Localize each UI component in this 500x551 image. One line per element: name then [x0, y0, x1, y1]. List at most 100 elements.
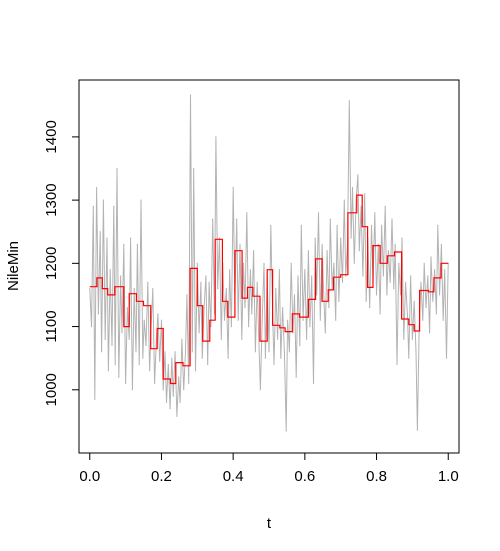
raw-point — [316, 294, 318, 296]
raw-point — [167, 363, 169, 366]
x-tick-label: 0.0 — [79, 468, 100, 485]
raw-point — [331, 288, 333, 290]
raw-point — [377, 243, 379, 245]
raw-point — [174, 351, 176, 353]
raw-point — [225, 288, 227, 290]
raw-point — [335, 319, 337, 321]
raw-point — [287, 319, 289, 321]
raw-point — [96, 186, 98, 189]
raw-point — [341, 281, 344, 283]
raw-point — [415, 351, 417, 353]
raw-point — [254, 351, 256, 353]
raw-point — [434, 269, 436, 271]
raw-point — [322, 288, 325, 290]
raw-point — [253, 250, 255, 252]
raw-point — [147, 281, 149, 283]
raw-point — [326, 250, 328, 252]
raw-point — [169, 408, 171, 410]
raw-point — [370, 224, 373, 226]
raw-point — [215, 136, 217, 138]
raw-point — [328, 307, 330, 309]
raw-point — [205, 275, 207, 277]
raw-point — [420, 281, 422, 283]
raw-point — [440, 243, 442, 245]
raw-point — [251, 313, 253, 315]
raw-point — [403, 338, 405, 340]
raw-point — [278, 269, 280, 271]
raw-point — [89, 288, 91, 290]
raw-point — [164, 351, 166, 353]
raw-point — [97, 313, 99, 315]
raw-point — [304, 269, 306, 271]
x-axis-title: t — [267, 515, 272, 532]
raw-point — [394, 243, 396, 245]
raw-point — [382, 275, 384, 277]
raw-point — [179, 401, 181, 403]
raw-point — [270, 224, 272, 226]
raw-point — [200, 281, 202, 283]
raw-point — [351, 186, 354, 189]
raw-point — [333, 262, 335, 264]
raw-point — [188, 382, 190, 385]
raw-point — [275, 288, 277, 290]
raw-point — [218, 237, 221, 239]
raw-point — [345, 275, 347, 277]
raw-point — [99, 231, 101, 233]
raw-point — [299, 344, 301, 347]
raw-point — [422, 319, 424, 321]
raw-point — [201, 357, 203, 359]
raw-point — [329, 218, 331, 220]
raw-point — [241, 338, 243, 340]
raw-point — [207, 363, 209, 366]
raw-point — [439, 294, 441, 296]
raw-point — [203, 307, 205, 309]
raw-point — [273, 363, 275, 366]
raw-point — [237, 319, 239, 321]
raw-point — [292, 332, 294, 334]
raw-point — [444, 269, 446, 271]
raw-point — [302, 319, 304, 321]
raw-point — [442, 319, 444, 321]
raw-point — [324, 332, 326, 334]
raw-point — [165, 401, 168, 403]
raw-point — [416, 429, 418, 431]
raw-point — [427, 275, 429, 277]
raw-point — [220, 338, 222, 340]
raw-point — [171, 357, 173, 359]
raw-point — [306, 338, 308, 340]
raw-point — [369, 307, 371, 309]
raw-point — [437, 224, 439, 226]
raw-point — [365, 300, 367, 302]
raw-point — [125, 382, 127, 385]
raw-point — [386, 294, 388, 296]
raw-point — [290, 262, 292, 264]
raw-point — [389, 281, 391, 283]
raw-point — [435, 313, 437, 315]
y-tick-label: 1300 — [43, 183, 60, 216]
raw-point — [340, 237, 342, 239]
raw-point — [357, 174, 359, 176]
raw-point — [130, 237, 132, 239]
raw-point — [317, 212, 320, 214]
raw-point — [157, 313, 159, 315]
y-axis-title: NileMin — [5, 241, 22, 291]
raw-point — [242, 262, 245, 264]
raw-point — [229, 269, 231, 271]
raw-point — [406, 313, 408, 315]
raw-point — [90, 326, 93, 328]
raw-point — [430, 256, 432, 258]
raw-point — [314, 237, 316, 239]
raw-point — [309, 326, 311, 328]
raw-point — [131, 389, 133, 391]
raw-point — [258, 332, 260, 334]
raw-point — [277, 338, 279, 340]
raw-point — [104, 338, 106, 340]
raw-point — [280, 357, 282, 359]
raw-point — [193, 167, 195, 170]
raw-point — [121, 332, 123, 334]
raw-point — [249, 269, 251, 271]
y-axis: 1000 1100 1200 1300 1400 — [43, 120, 80, 406]
raw-point — [94, 398, 96, 400]
raw-point — [159, 360, 161, 362]
raw-point — [183, 389, 185, 391]
